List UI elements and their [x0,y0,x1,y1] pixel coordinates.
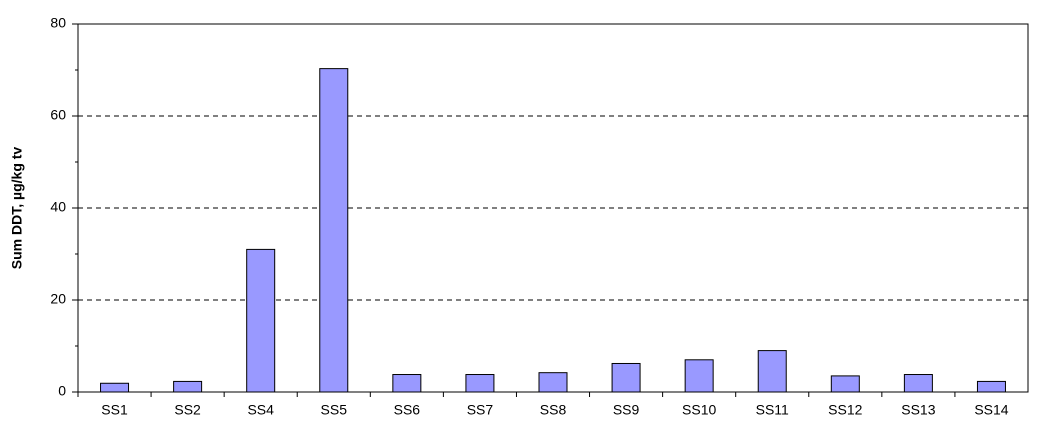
y-tick-label: 20 [50,291,66,307]
x-tick-label: SS10 [682,402,716,418]
bar [903,374,933,393]
bar [392,374,422,393]
bar [319,68,349,393]
bar [100,382,130,393]
x-tick-label: SS14 [974,402,1008,418]
x-tick-label: SS6 [394,402,421,418]
bar [538,372,568,393]
x-tick-label: SS11 [756,402,789,418]
plot-frame [77,23,1029,393]
x-tick-label: SS8 [540,402,567,418]
bar [465,374,495,393]
x-tick-label: SS2 [174,402,201,418]
x-tick-label: SS13 [901,402,935,418]
x-tick-label: SS7 [467,402,494,418]
y-tick-label: 60 [50,107,66,123]
y-tick-label: 0 [58,383,66,399]
x-tick-label: SS5 [321,402,348,418]
x-tick-label: SS12 [828,402,862,418]
x-tick-label: SS9 [613,402,640,418]
y-axis-label: Sum DDT, µg/kg tv [9,147,25,270]
bar [611,362,641,393]
bar [246,248,276,393]
y-tick-label: 80 [50,15,66,31]
bar [757,350,787,393]
bar [976,380,1006,393]
y-tick-label: 40 [50,199,66,215]
bar [830,375,860,393]
x-tick-label: SS4 [247,402,274,418]
x-tick-label: SS1 [101,402,128,418]
bar [173,380,203,393]
bar [684,359,714,393]
